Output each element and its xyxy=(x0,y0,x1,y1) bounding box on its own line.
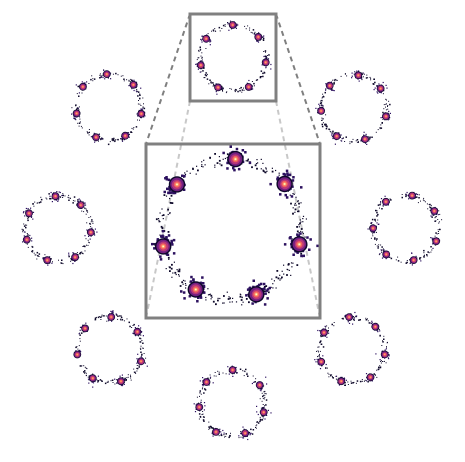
ring-top-left-spot xyxy=(120,131,130,142)
ring-bottom-spot xyxy=(238,426,252,441)
ring-right-spot xyxy=(380,195,390,206)
ring-left-spot xyxy=(42,256,53,266)
zoomed-inset-ring-spot xyxy=(180,275,206,303)
ring-right-spot xyxy=(430,237,441,249)
ring-bottom-right-spot xyxy=(375,348,390,361)
ring-bottom-left-spot xyxy=(87,374,99,388)
zoomed-inset xyxy=(151,145,319,306)
ring-right-spot xyxy=(409,252,422,266)
ring-top-left xyxy=(71,69,146,146)
ring-array xyxy=(21,20,443,441)
ring-left-spot xyxy=(49,191,63,203)
ring-top-left-spot xyxy=(136,108,146,119)
zoom-source-box xyxy=(188,12,278,103)
ring-top-spot xyxy=(227,20,239,31)
zoomed-inset-ring xyxy=(151,145,319,306)
zoomed-inset-ring-spot xyxy=(163,174,186,195)
zoom-inset-box xyxy=(144,142,322,320)
ring-left-spot xyxy=(68,252,80,265)
ring-bottom-left-spot xyxy=(78,322,89,335)
ring-bottom-right-spot xyxy=(344,311,358,325)
ring-top-left-spot xyxy=(90,132,103,143)
zoomed-inset-ring-spot xyxy=(151,230,176,261)
ring-left-spot xyxy=(76,198,87,210)
ring-top-spot xyxy=(214,83,223,95)
zoom-line-bottom-right xyxy=(275,100,321,319)
ring-top-left-spot xyxy=(75,81,88,94)
ring-left-spot xyxy=(22,231,33,244)
ring-bottom-left xyxy=(73,310,148,388)
ring-bottom-spot xyxy=(227,365,238,377)
zoom-line-top-left xyxy=(145,13,191,145)
ring-top-left-spot xyxy=(100,69,112,80)
ring-bottom-spot xyxy=(193,401,206,413)
ring-top-spot xyxy=(200,34,212,46)
ring-bottom-spot xyxy=(251,376,268,392)
ring-top-spot xyxy=(244,79,254,91)
ring-top-right-spot xyxy=(373,81,388,94)
ring-bottom-left-spot xyxy=(73,349,82,359)
zoomed-inset-ring-spot xyxy=(283,232,319,258)
ring-bottom-spot xyxy=(199,376,214,387)
ring-bottom-spot xyxy=(211,427,225,437)
ring-top-spot xyxy=(261,55,272,70)
ring-bottom-right-spot xyxy=(335,375,347,386)
ring-top-right-spot xyxy=(380,110,391,121)
ring-top-spot xyxy=(195,60,205,73)
ring-bottom-right-spot xyxy=(314,355,327,370)
ring-bottom-right-spot xyxy=(365,373,375,382)
zoomed-inset-ring-spot xyxy=(245,279,271,306)
ring-left-spot xyxy=(84,227,98,240)
ring-bottom-right-spot xyxy=(317,325,330,338)
ring-bottom-left-spot xyxy=(114,374,126,387)
ring-top-right-spot xyxy=(325,81,335,92)
ring-right xyxy=(367,191,443,266)
ring-bottom-left-spot xyxy=(132,325,144,337)
ring-top-right-spot xyxy=(360,131,371,145)
ring-right-spot xyxy=(405,191,419,200)
ring-top-right-spot xyxy=(351,70,364,82)
ring-bottom-spot xyxy=(256,405,272,420)
ring-right-spot xyxy=(379,249,391,260)
ring-top-left-spot xyxy=(71,107,81,121)
ring-right-spot xyxy=(367,222,380,233)
zoom-boxes xyxy=(144,12,322,320)
zoomed-inset-ring-spot xyxy=(222,145,252,172)
ring-top-left-spot xyxy=(128,79,142,93)
zoomed-inset-ring-spot xyxy=(269,169,303,199)
ring-bottom-right-spot xyxy=(370,320,381,333)
ring-bottom-left-spot xyxy=(107,310,117,322)
ring-top-spot xyxy=(253,32,265,43)
ring-top-right-spot xyxy=(331,132,343,145)
ring-left-spot xyxy=(22,207,35,220)
ring-right-speckle xyxy=(370,193,443,264)
ring-top-right-spot xyxy=(315,103,325,115)
ring-top-right xyxy=(315,70,391,145)
ring-top xyxy=(195,20,272,95)
ring-right-spot xyxy=(430,206,439,217)
ring-bottom-left-spot xyxy=(136,353,148,367)
ring-bottom-right xyxy=(314,311,390,386)
ring-left xyxy=(21,191,98,266)
zoom-line-top-right xyxy=(275,13,321,145)
ring-bottom xyxy=(193,365,272,441)
